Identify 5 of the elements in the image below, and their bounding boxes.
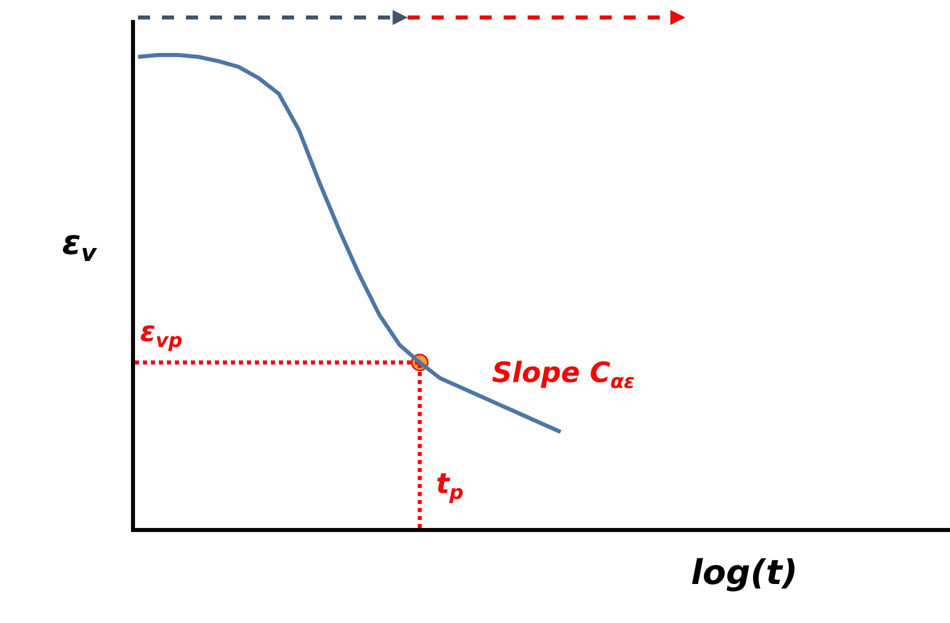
x-axis-title: log(t) [691, 553, 798, 593]
y-axis-title: ε$_{v}$ [62, 223, 98, 268]
ref-line-label: ε$_{vp}$ [140, 315, 182, 352]
annotation: t$_{p}$ [436, 467, 464, 504]
annotation: Slope C$_{αε}$ [492, 356, 635, 393]
